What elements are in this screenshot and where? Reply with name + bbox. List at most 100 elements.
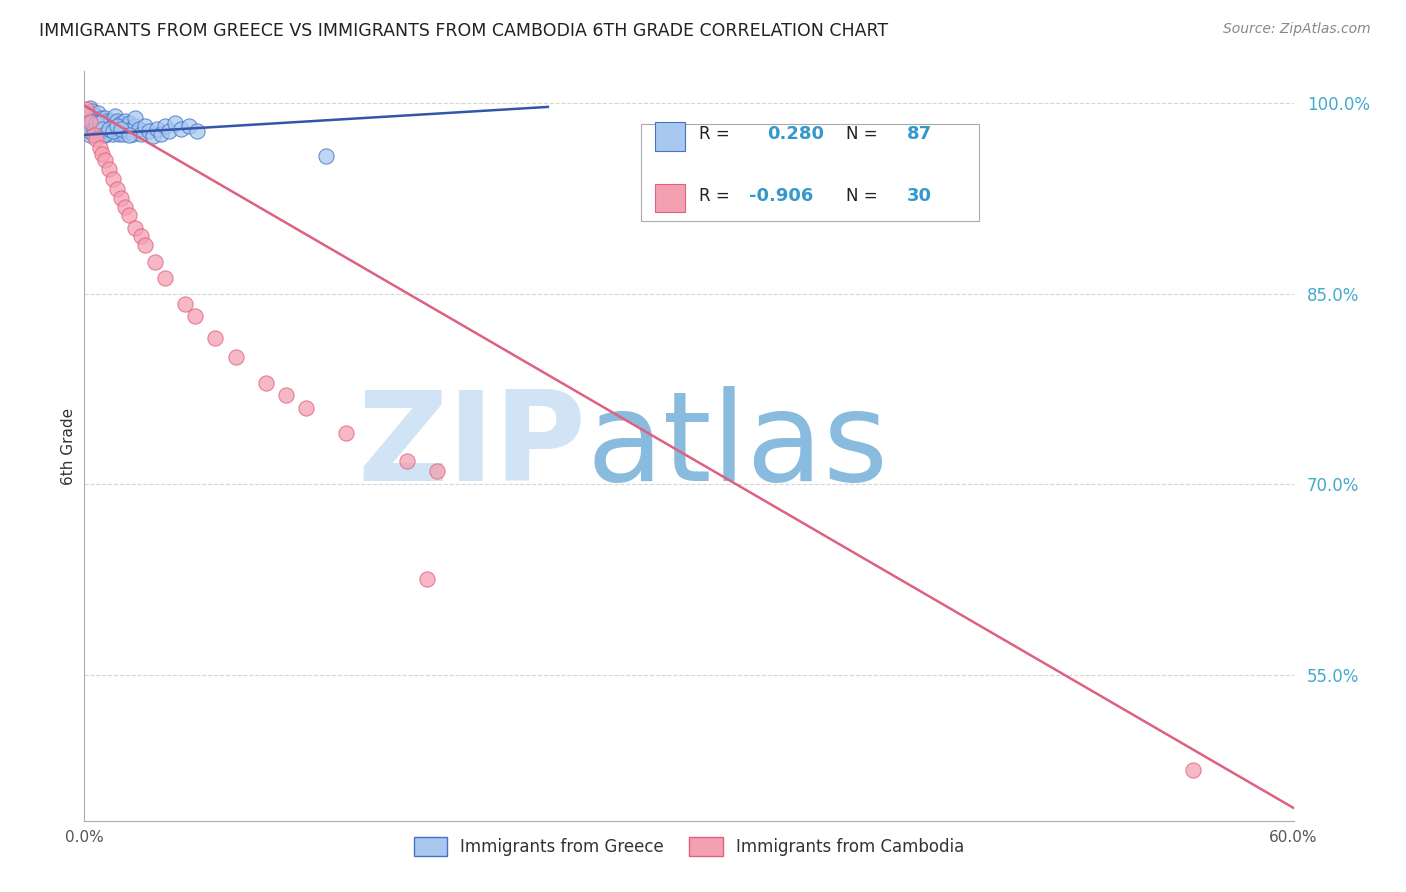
Point	[129, 229, 152, 244]
Point	[82, 112, 104, 126]
Point	[96, 121, 118, 136]
Point	[153, 271, 176, 285]
Point	[118, 124, 141, 138]
Point	[225, 350, 247, 364]
Point	[186, 124, 208, 138]
Point	[79, 124, 101, 138]
Point	[170, 121, 193, 136]
Point	[79, 128, 101, 142]
Point	[110, 121, 132, 136]
Point	[315, 149, 337, 163]
Point	[93, 153, 115, 168]
Bar	[655, 184, 685, 212]
Point	[87, 124, 110, 138]
Point	[121, 127, 143, 141]
Point	[91, 112, 114, 126]
Point	[77, 124, 100, 138]
FancyBboxPatch shape	[641, 124, 979, 221]
Point	[77, 106, 100, 120]
Point	[128, 121, 150, 136]
Point	[114, 121, 136, 136]
Point	[107, 119, 129, 133]
Text: N =: N =	[846, 125, 877, 144]
Point	[295, 401, 318, 415]
Text: atlas: atlas	[586, 385, 889, 507]
Text: 30: 30	[907, 186, 932, 205]
Point	[93, 112, 115, 126]
Point	[118, 116, 141, 130]
Point	[79, 115, 101, 129]
Point	[134, 119, 156, 133]
Text: IMMIGRANTS FROM GREECE VS IMMIGRANTS FROM CAMBODIA 6TH GRADE CORRELATION CHART: IMMIGRANTS FROM GREECE VS IMMIGRANTS FRO…	[39, 22, 889, 40]
Point	[91, 121, 114, 136]
Point	[86, 116, 108, 130]
Point	[79, 106, 101, 120]
Point	[77, 115, 100, 129]
Point	[101, 172, 124, 186]
Point	[179, 119, 201, 133]
Point	[76, 118, 98, 132]
Point	[129, 127, 152, 141]
Point	[79, 112, 101, 126]
Point	[1181, 763, 1204, 777]
Point	[97, 116, 120, 130]
Point	[82, 103, 104, 118]
Point	[138, 124, 160, 138]
Point	[83, 128, 105, 142]
Point	[79, 101, 101, 115]
Point	[104, 116, 127, 130]
Point	[75, 115, 97, 129]
Point	[124, 220, 146, 235]
Point	[75, 103, 97, 117]
Point	[96, 114, 118, 128]
Text: Source: ZipAtlas.com: Source: ZipAtlas.com	[1223, 22, 1371, 37]
Point	[83, 124, 105, 138]
Text: R =: R =	[699, 125, 730, 144]
Point	[110, 191, 132, 205]
Point	[93, 128, 115, 142]
Point	[111, 127, 134, 141]
Point	[86, 119, 108, 133]
Point	[105, 121, 128, 136]
Point	[76, 121, 98, 136]
Text: 0.280: 0.280	[768, 125, 824, 144]
Text: ZIP: ZIP	[357, 385, 586, 507]
Point	[105, 114, 128, 128]
Point	[335, 426, 357, 441]
Point	[87, 121, 110, 136]
Text: N =: N =	[846, 186, 877, 205]
Legend: Immigrants from Greece, Immigrants from Cambodia: Immigrants from Greece, Immigrants from …	[405, 829, 973, 864]
Point	[97, 124, 120, 138]
Point	[101, 124, 124, 138]
Point	[87, 114, 110, 128]
Point	[118, 208, 141, 222]
Point	[97, 162, 120, 177]
Point	[274, 388, 297, 402]
Bar	[655, 122, 685, 151]
Point	[86, 131, 108, 145]
Point	[89, 124, 111, 138]
Point	[124, 119, 146, 133]
Point	[120, 121, 142, 136]
Point	[86, 109, 108, 123]
Point	[107, 127, 129, 141]
Point	[91, 121, 114, 136]
Point	[254, 376, 277, 390]
Point	[101, 119, 124, 133]
Point	[184, 310, 207, 324]
Point	[104, 109, 127, 123]
Point	[416, 572, 439, 586]
Text: R =: R =	[699, 186, 730, 205]
Point	[114, 114, 136, 128]
Point	[111, 119, 134, 133]
Point	[89, 115, 111, 129]
Point	[89, 116, 111, 130]
Point	[110, 116, 132, 130]
Point	[124, 112, 146, 126]
Point	[149, 127, 172, 141]
Point	[79, 119, 101, 133]
Point	[204, 331, 226, 345]
Point	[157, 124, 180, 138]
Point	[118, 128, 141, 142]
Point	[134, 238, 156, 252]
